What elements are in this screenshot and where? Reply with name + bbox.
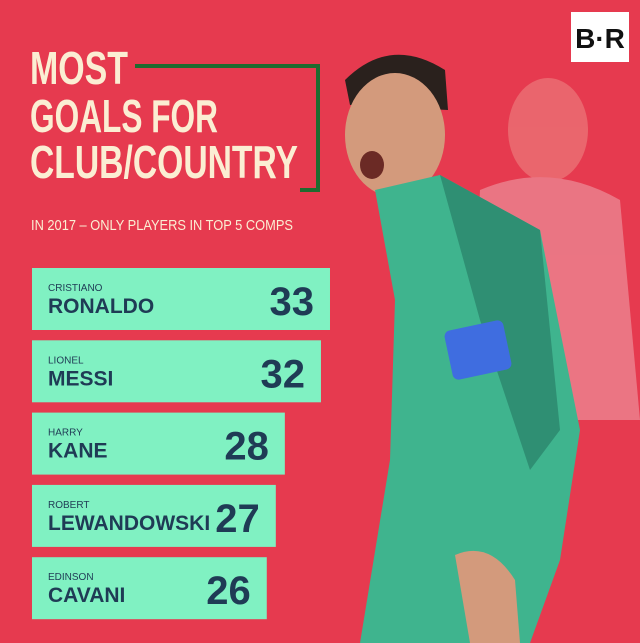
value-label: 33 bbox=[269, 280, 314, 324]
value-label: 28 bbox=[224, 425, 269, 469]
player-name: CAVANI bbox=[48, 584, 125, 607]
first-name: CRISTIANO bbox=[48, 283, 103, 294]
bar bbox=[32, 268, 330, 330]
first-name: LIONEL bbox=[48, 355, 84, 366]
logo-box bbox=[571, 12, 629, 62]
title-frame bbox=[135, 64, 320, 192]
value-label: 27 bbox=[215, 497, 260, 541]
bar bbox=[32, 484, 276, 547]
player-photo bbox=[345, 54, 580, 643]
bar bbox=[32, 557, 267, 620]
player-name: KANE bbox=[48, 440, 108, 463]
logo: B·R bbox=[575, 23, 625, 54]
player-name: RONALDO bbox=[48, 295, 154, 318]
title-line: CLUB/COUNTRY bbox=[30, 136, 298, 188]
player-name: LEWANDOWSKI bbox=[48, 512, 210, 535]
value-label: 32 bbox=[260, 352, 305, 396]
first-name: HARRY bbox=[48, 428, 83, 439]
title-line: GOALS FOR bbox=[30, 90, 218, 142]
value-label: 26 bbox=[206, 569, 251, 613]
bar bbox=[32, 340, 321, 403]
first-name: ROBERT bbox=[48, 500, 90, 511]
subtitle: IN 2017 – ONLY PLAYERS IN TOP 5 COMPS bbox=[31, 217, 293, 234]
bar bbox=[32, 412, 285, 475]
player-name: MESSI bbox=[48, 367, 113, 390]
title-line: MOST bbox=[30, 42, 128, 94]
first-name: EDINSON bbox=[48, 572, 94, 583]
